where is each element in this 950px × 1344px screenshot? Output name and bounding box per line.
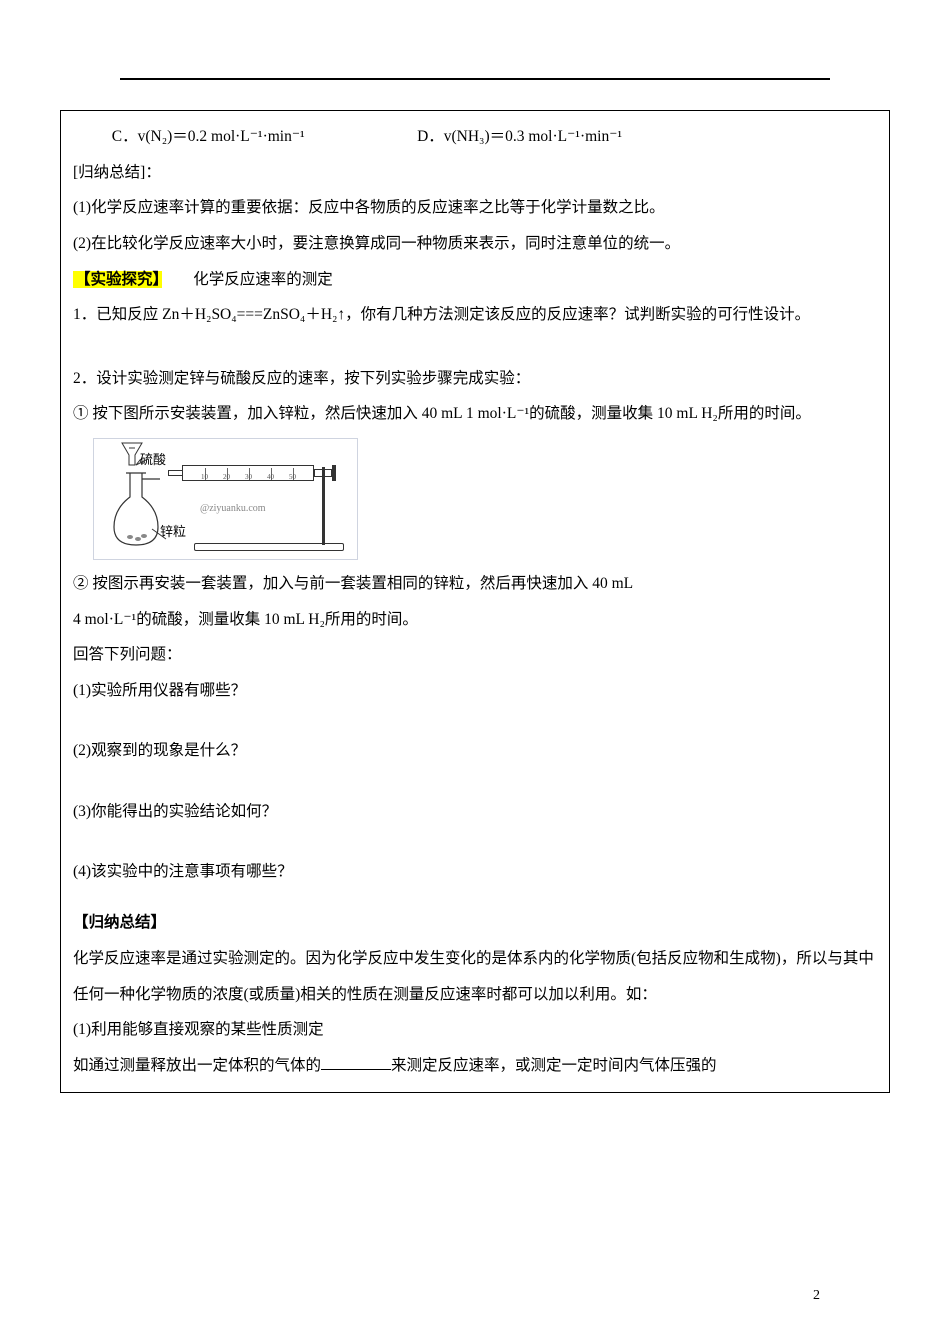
- step-2a: ② 按图示再安装一套装置，加入与前一套装置相同的锌粒，然后再快速加入 40 mL: [73, 566, 877, 602]
- summary-point-2: (2)在比较化学反应速率大小时，要注意换算成同一种物质来表示，同时注意单位的统一…: [73, 226, 877, 262]
- step-2b: 4 mol·L⁻¹的硫酸，测量收集 10 mL H₂所用的时间。: [73, 602, 877, 638]
- spacer: [73, 333, 877, 361]
- tick-50: 50: [289, 469, 296, 485]
- answer-heading: 回答下列问题：: [73, 637, 877, 673]
- step-1: ① 按下图所示安装装置，加入锌粒，然后快速加入 40 mL 1 mol·L⁻¹的…: [73, 396, 877, 432]
- experiment-title: 化学反应速率的测定: [162, 271, 333, 288]
- experiment-label: 【实验探究】: [73, 271, 162, 288]
- option-c: C．v(N₂)＝0.2 mol·L⁻¹·min⁻¹: [112, 119, 305, 155]
- arrow-icon: [134, 457, 150, 467]
- conclusion-heading: 【归纳总结】: [73, 905, 877, 941]
- watermark-text: @ziyuanku.com: [200, 497, 266, 520]
- header-rule: [120, 78, 830, 80]
- tick-30: 30: [245, 469, 252, 485]
- fill-text-b: 来测定反应速率，或测定一定时间内气体压强的: [391, 1057, 717, 1074]
- experiment-heading: 【实验探究】 化学反应速率的测定: [73, 262, 877, 298]
- zinc-arrow-icon: [150, 527, 168, 541]
- tick-40: 40: [267, 469, 274, 485]
- option-d: D．v(NH₃)＝0.3 mol·L⁻¹·min⁻¹: [417, 119, 622, 155]
- document-frame: C．v(N₂)＝0.2 mol·L⁻¹·min⁻¹ D．v(NH₃)＝0.3 m…: [60, 110, 890, 1093]
- conclusion-fill: 如通过测量释放出一定体积的气体的 来测定反应速率，或测定一定时间内气体压强的: [73, 1048, 877, 1084]
- stand-pole-icon: [322, 467, 325, 545]
- spacer: [73, 769, 877, 794]
- spacer: [73, 890, 877, 906]
- tick-10: 10: [201, 469, 208, 485]
- conclusion-point-1: (1)利用能够直接观察的某些性质测定: [73, 1012, 877, 1048]
- sub-question-2: (2)观察到的现象是什么？: [73, 733, 877, 769]
- question-1: 1．已知反应 Zn＋H₂SO₄===ZnSO₄＋H₂↑，你有几种方法测定该反应的…: [73, 297, 877, 333]
- sub-question-1: (1)实验所用仪器有哪些？: [73, 673, 877, 709]
- options-row: C．v(N₂)＝0.2 mol·L⁻¹·min⁻¹ D．v(NH₃)＝0.3 m…: [73, 119, 877, 155]
- page-number: 2: [813, 1288, 820, 1304]
- fill-text-a: 如通过测量释放出一定体积的气体的: [73, 1057, 321, 1074]
- blank-field[interactable]: [321, 1054, 391, 1070]
- tick-20: 20: [223, 469, 230, 485]
- syringe-icon: 10 20 30 40 50: [168, 465, 348, 481]
- sub-question-4: (4)该实验中的注意事项有哪些？: [73, 854, 877, 890]
- question-2: 2．设计实验测定锌与硫酸反应的速率，按下列实验步骤完成实验：: [73, 361, 877, 397]
- spacer: [73, 829, 877, 854]
- summary-heading: [归纳总结]：: [73, 155, 877, 191]
- sub-question-3: (3)你能得出的实验结论如何？: [73, 794, 877, 830]
- conclusion-body: 化学反应速率是通过实验测定的。因为化学反应中发生变化的是体系内的化学物质(包括反…: [73, 941, 877, 1012]
- apparatus-diagram: 硫酸 锌粒 10 20 30 40 50 @ziyuanku.com: [93, 438, 358, 560]
- summary-point-1: (1)化学反应速率计算的重要依据：反应中各物质的反应速率之比等于化学计量数之比。: [73, 190, 877, 226]
- spacer: [73, 709, 877, 734]
